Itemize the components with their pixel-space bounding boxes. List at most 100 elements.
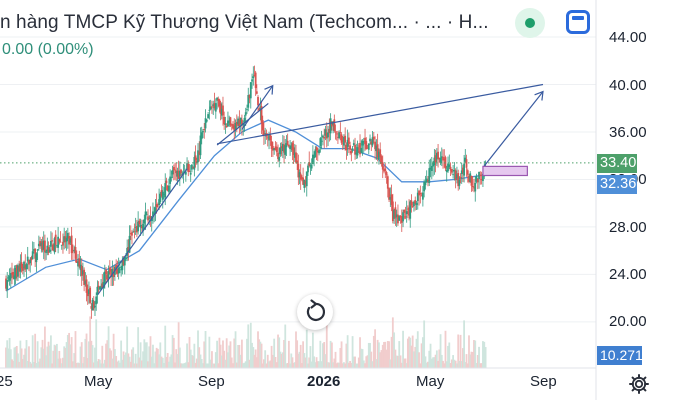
settings-gear-icon[interactable] [628, 373, 650, 395]
volume-bar [264, 350, 267, 368]
volume-bar [452, 355, 455, 368]
volume-bar [437, 360, 439, 368]
candle-body [73, 249, 76, 252]
candle-body [361, 140, 364, 146]
volume-bar [68, 332, 71, 368]
candle-body [299, 173, 302, 180]
volume-bar [62, 357, 64, 368]
candle-body [271, 146, 274, 151]
volume-bar [460, 361, 463, 368]
volume-bar [476, 355, 479, 368]
volume-bar [243, 362, 246, 368]
candle-body [88, 289, 90, 295]
candle-body [89, 287, 92, 303]
volume-bar [241, 339, 243, 368]
candle-body [11, 272, 13, 275]
volume-bar [290, 353, 293, 368]
candle-body [63, 236, 66, 243]
x-tick-label: May [84, 373, 113, 390]
candle-body [390, 194, 393, 205]
candle-body [187, 163, 190, 172]
volume-bar [154, 351, 157, 368]
volume-bar [331, 342, 333, 368]
candle-body [258, 108, 261, 111]
volume-bar [469, 354, 472, 368]
reset-view-button[interactable] [297, 294, 333, 330]
candle-body [120, 269, 123, 271]
volume-bar [483, 341, 486, 368]
volume-bar [149, 336, 152, 368]
volume-bar [295, 331, 297, 368]
volume-bar [344, 363, 347, 368]
y-tick-label: 20.00 [609, 313, 647, 330]
volume-bar [284, 324, 287, 368]
candle-body [460, 170, 463, 175]
volume-bar [271, 354, 274, 368]
candle-body [248, 94, 251, 99]
volume-bar [395, 355, 398, 368]
candle-body [425, 178, 428, 183]
candle-body [237, 118, 239, 125]
volume-bar [230, 357, 233, 368]
candle-body [478, 171, 480, 180]
volume-bar [386, 340, 389, 368]
volume-bar [287, 340, 290, 368]
volume-bar [275, 362, 278, 368]
volume-bar [194, 362, 197, 368]
candle-body [194, 155, 197, 161]
candle-body [154, 207, 157, 214]
candle-body [174, 169, 176, 171]
volume-bar [116, 361, 119, 368]
volume-bar [211, 351, 213, 368]
volume-bar [123, 354, 126, 368]
fullscreen-icon[interactable] [566, 10, 590, 34]
volume-bar [33, 362, 35, 368]
volume-bar [416, 331, 419, 368]
volume-bar [339, 348, 342, 368]
volume-bar [54, 345, 57, 368]
volume-bar [156, 348, 159, 368]
volume-bar [308, 357, 311, 368]
moving-average [5, 119, 486, 292]
candle-body [101, 283, 104, 288]
candle-body [473, 187, 475, 189]
candle-body [416, 192, 419, 202]
candle-body [132, 231, 135, 233]
candle-body [278, 156, 281, 161]
candle-body [405, 211, 408, 215]
candle-body [471, 185, 474, 188]
candle-body [475, 176, 478, 182]
volume-bar [313, 356, 316, 368]
volume-bar [199, 354, 202, 368]
candle-body [46, 245, 49, 252]
volume-bar [112, 333, 115, 368]
candle-body [186, 163, 188, 169]
candle-body [285, 143, 288, 148]
candle-body [430, 165, 433, 171]
volume-bar [269, 360, 272, 368]
volume-bar [84, 338, 87, 368]
volume-bar [247, 324, 250, 368]
candle-body [195, 160, 198, 164]
candle-body [400, 216, 403, 223]
candle-body [251, 79, 253, 82]
volume-bar [322, 343, 324, 368]
live-indicator[interactable] [515, 8, 545, 38]
candle-body [295, 152, 297, 163]
candle-body [85, 279, 88, 293]
candle-body [241, 119, 243, 125]
volume-bar [354, 356, 356, 368]
candle-body [341, 143, 344, 145]
candle-body [116, 269, 119, 274]
volume-bar [410, 345, 413, 368]
candle-body [257, 97, 259, 106]
candle-body [381, 162, 384, 170]
candle-body [435, 152, 438, 160]
candle-body [50, 240, 52, 247]
volume-bar [161, 357, 164, 368]
volume-bar [346, 335, 349, 368]
candle-body [309, 165, 312, 167]
volume-bar [155, 347, 158, 368]
candle-body [360, 147, 363, 153]
